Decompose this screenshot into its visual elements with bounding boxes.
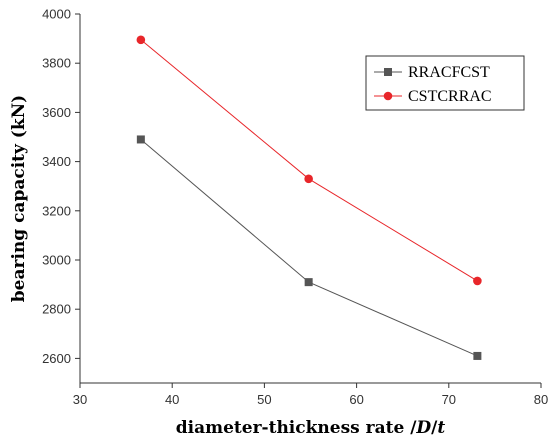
x-tick-label: 60 bbox=[349, 392, 363, 407]
y-tick-label: 2600 bbox=[42, 351, 71, 366]
legend: RRACFCST CSTCRRAC bbox=[365, 55, 525, 111]
y-tick-label: 3400 bbox=[42, 154, 71, 169]
data-point-rracfcst bbox=[136, 135, 145, 144]
x-axis-title-part: D bbox=[415, 418, 431, 438]
legend-label-rracfcst: RRACFCST bbox=[408, 64, 490, 81]
legend-label-cstcrrac: CSTCRRAC bbox=[408, 88, 492, 105]
axes bbox=[79, 14, 541, 384]
data-point-cstcrrac bbox=[136, 35, 146, 45]
y-tick-label: 2800 bbox=[42, 302, 71, 317]
x-tick-label: 30 bbox=[73, 392, 87, 407]
x-tick-label: 50 bbox=[257, 392, 271, 407]
data-point-rracfcst bbox=[304, 278, 313, 287]
data-point-rracfcst bbox=[473, 351, 482, 360]
y-axis-title: bearing capacity (kN) bbox=[9, 95, 29, 302]
series-lines bbox=[136, 35, 482, 360]
x-tick-label: 70 bbox=[442, 392, 456, 407]
y-tick-label: 3200 bbox=[42, 203, 71, 218]
legend-swatch-marker-cstcrrac bbox=[383, 91, 393, 101]
x-tick-label: 40 bbox=[165, 392, 179, 407]
x-axis-title: diameter-thickness rate /D/t bbox=[176, 418, 446, 438]
x-axis-title-part: t bbox=[437, 418, 445, 438]
legend-box bbox=[365, 55, 525, 111]
series-line-rracfcst bbox=[140, 139, 478, 357]
y-tick-label: 3800 bbox=[42, 56, 71, 71]
y-ticks: 2600 2800 3000 3200 3400 3600 3800 4000 bbox=[42, 7, 80, 366]
legend-swatch-marker-rracfcst bbox=[384, 68, 392, 76]
data-point-cstcrrac bbox=[304, 174, 313, 184]
x-tick-label: 80 bbox=[534, 392, 548, 407]
data-point-cstcrrac bbox=[473, 276, 482, 286]
y-tick-label: 3600 bbox=[42, 105, 71, 120]
x-ticks: 30 40 50 60 70 80 bbox=[73, 383, 548, 407]
y-tick-label: 4000 bbox=[42, 7, 71, 22]
x-axis-title-part: / bbox=[431, 418, 438, 438]
y-tick-label: 3000 bbox=[42, 253, 71, 268]
x-axis-title-part: diameter-thickness rate / bbox=[176, 418, 417, 438]
